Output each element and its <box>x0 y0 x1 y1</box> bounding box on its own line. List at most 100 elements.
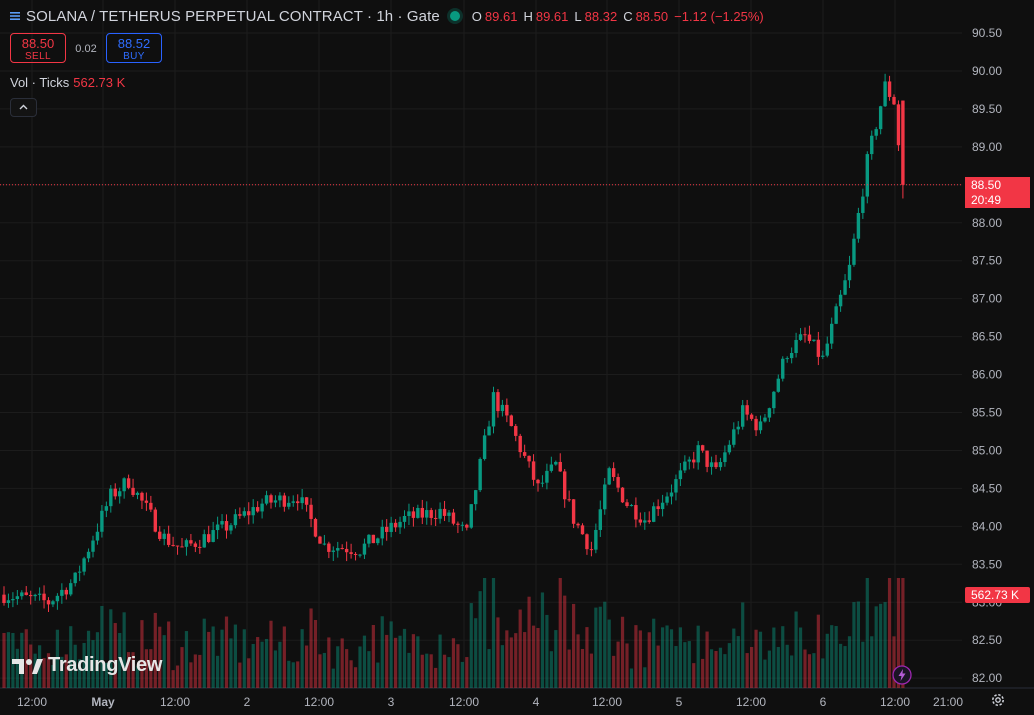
candle-body <box>505 404 509 416</box>
volume-bar <box>269 620 273 688</box>
x-tick-label: 4 <box>533 695 540 709</box>
collapse-legend-button[interactable] <box>10 98 37 117</box>
candle-body <box>309 504 313 519</box>
volume-bar <box>247 658 251 688</box>
candle-body <box>149 502 153 510</box>
candle-body <box>109 488 113 507</box>
volume-bar <box>167 621 171 688</box>
volume-bar <box>843 646 847 688</box>
candle-body <box>15 596 20 600</box>
volume-bar <box>514 633 518 688</box>
candle-body <box>451 512 456 524</box>
candle-body <box>11 599 15 601</box>
y-tick-label: 90.00 <box>972 64 1002 78</box>
candle-body <box>122 478 126 492</box>
symbol-menu-icon[interactable] <box>10 11 20 21</box>
volume-bar <box>696 625 700 688</box>
candle-body <box>611 468 616 478</box>
candle-body <box>371 534 376 544</box>
candle-body <box>781 358 785 379</box>
candle-body <box>336 548 340 551</box>
candle-body <box>238 514 242 516</box>
candle-body <box>456 523 460 525</box>
candle-body <box>700 445 705 451</box>
volume-bar <box>420 654 424 688</box>
volume-bar <box>144 649 148 688</box>
volume-bar <box>69 626 73 688</box>
volume-bar <box>523 632 527 688</box>
volume-bar <box>260 641 264 688</box>
volume-bar <box>220 629 224 688</box>
candle-body <box>6 600 11 604</box>
symbol-title[interactable]: SOLANA / TETHERUS PERPETUAL CONTRACT · 1… <box>26 7 440 25</box>
candle-body <box>349 552 353 554</box>
candle-body <box>514 426 518 436</box>
tradingview-logo[interactable]: TradingView <box>12 654 162 677</box>
candle-body <box>291 501 295 503</box>
volume-bar <box>830 625 834 688</box>
sell-button[interactable]: 88.50 SELL <box>10 33 66 63</box>
x-tick-label: 12:00 <box>449 695 479 709</box>
candle-body <box>660 502 665 510</box>
buy-button[interactable]: 88.52 BUY <box>106 33 162 63</box>
volume-bar <box>518 609 522 688</box>
candle-body <box>665 496 669 503</box>
volume-bar <box>46 653 51 688</box>
volume-bar <box>861 641 865 688</box>
volume-bar <box>674 646 678 688</box>
volume-bar <box>567 649 571 688</box>
candle-body <box>104 506 109 511</box>
candle-body <box>554 461 558 465</box>
candle-body <box>892 96 896 105</box>
candle-body <box>571 499 576 524</box>
lightning-icon[interactable] <box>892 665 912 685</box>
candle-body <box>86 551 91 559</box>
y-tick-label: 90.50 <box>972 26 1002 40</box>
volume-bar <box>313 619 318 688</box>
volume-bar <box>327 637 331 688</box>
volume-legend[interactable]: Vol · Ticks 562.73 K <box>10 75 125 90</box>
volume-bar <box>398 635 402 688</box>
candle-body <box>522 452 527 456</box>
candle-body <box>549 464 554 471</box>
candle-body <box>91 540 95 552</box>
volume-bar <box>282 626 286 688</box>
volume-bar <box>229 638 233 688</box>
candle-body <box>803 334 807 336</box>
volume-bar <box>15 648 19 688</box>
candle-body <box>812 339 816 341</box>
x-tick-label: 12:00 <box>736 695 766 709</box>
candle-body <box>509 415 513 427</box>
volume-bar <box>411 634 415 688</box>
candle-body <box>620 487 625 503</box>
volume-bar <box>816 614 820 688</box>
volume-bar <box>478 591 482 688</box>
volume-value: 562.73 K <box>73 75 126 90</box>
volume-bar <box>73 644 77 688</box>
candle-body <box>380 526 384 539</box>
candle-body <box>536 479 540 484</box>
candle-body <box>709 462 714 467</box>
candle-body <box>745 405 749 415</box>
candle-body <box>647 520 651 522</box>
candle-body <box>51 601 55 605</box>
candle-body <box>322 543 327 545</box>
candle-body <box>202 534 206 548</box>
candle-body <box>580 525 585 535</box>
candle-body <box>767 408 772 418</box>
candle-body <box>727 444 732 453</box>
candle-body <box>184 540 189 547</box>
volume-bar <box>803 649 807 688</box>
candle-body <box>870 135 874 155</box>
candle-body <box>407 511 411 517</box>
volume-bar <box>745 653 749 688</box>
settings-gear-icon[interactable] <box>990 692 1006 708</box>
candle-body <box>478 458 482 491</box>
candle-body <box>385 526 389 532</box>
volume-bar <box>451 638 456 688</box>
candle-body <box>656 506 660 510</box>
volume-bar <box>794 611 798 688</box>
candle-body <box>634 505 638 520</box>
volume-bar <box>51 664 55 688</box>
